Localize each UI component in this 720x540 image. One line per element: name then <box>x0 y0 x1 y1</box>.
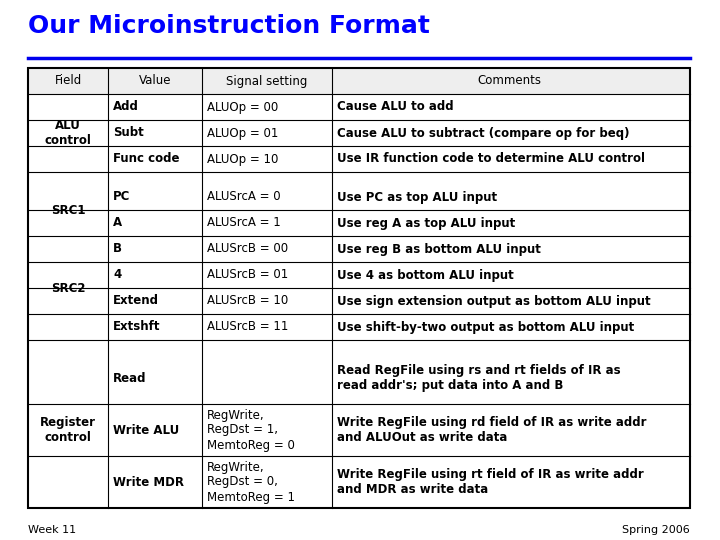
Text: ALU
control: ALU control <box>45 119 91 147</box>
Bar <box>28 68 690 94</box>
Text: Subt: Subt <box>113 126 144 139</box>
Text: Field: Field <box>55 75 81 87</box>
Text: Use PC as top ALU input: Use PC as top ALU input <box>337 191 497 204</box>
Text: Read RegFile using rs and rt fields of IR as
read addr's; put data into A and B: Read RegFile using rs and rt fields of I… <box>337 364 621 392</box>
Text: Extshft: Extshft <box>113 321 161 334</box>
Text: Add: Add <box>113 100 139 113</box>
Text: Write RegFile using rd field of IR as write addr
and ALUOut as write data: Write RegFile using rd field of IR as wr… <box>337 416 647 444</box>
Text: SRC2: SRC2 <box>50 281 85 294</box>
Text: Use reg B as bottom ALU input: Use reg B as bottom ALU input <box>337 242 541 255</box>
Text: ALUSrcB = 10: ALUSrcB = 10 <box>207 294 288 307</box>
Text: PC: PC <box>113 191 130 204</box>
Text: 4: 4 <box>113 268 121 281</box>
Text: A: A <box>113 217 122 230</box>
Text: ALUSrcB = 00: ALUSrcB = 00 <box>207 242 288 255</box>
Text: ALUSrcA = 1: ALUSrcA = 1 <box>207 217 281 230</box>
Text: Func code: Func code <box>113 152 179 165</box>
Text: Use IR function code to determine ALU control: Use IR function code to determine ALU co… <box>337 152 645 165</box>
Text: Comments: Comments <box>477 75 541 87</box>
Text: ALUOp = 10: ALUOp = 10 <box>207 152 279 165</box>
Text: Value: Value <box>139 75 171 87</box>
Text: ALUOp = 00: ALUOp = 00 <box>207 100 278 113</box>
Text: B: B <box>113 242 122 255</box>
Text: Spring 2006: Spring 2006 <box>622 525 690 535</box>
Text: Use sign extension output as bottom ALU input: Use sign extension output as bottom ALU … <box>337 294 651 307</box>
Text: RegWrite,
RegDst = 0,
MemtoReg = 1: RegWrite, RegDst = 0, MemtoReg = 1 <box>207 461 295 503</box>
Text: Use 4 as bottom ALU input: Use 4 as bottom ALU input <box>337 268 514 281</box>
Text: Week 11: Week 11 <box>28 525 76 535</box>
Text: ALUSrcB = 01: ALUSrcB = 01 <box>207 268 288 281</box>
Text: Cause ALU to add: Cause ALU to add <box>337 100 454 113</box>
Text: Signal setting: Signal setting <box>226 75 307 87</box>
Bar <box>28 68 690 508</box>
Text: SRC1: SRC1 <box>50 204 85 217</box>
Text: Read: Read <box>113 372 146 384</box>
Text: RegWrite,
RegDst = 1,
MemtoReg = 0: RegWrite, RegDst = 1, MemtoReg = 0 <box>207 408 295 451</box>
Text: ALUSrcB = 11: ALUSrcB = 11 <box>207 321 289 334</box>
Text: ALUOp = 01: ALUOp = 01 <box>207 126 279 139</box>
Text: Use reg A as top ALU input: Use reg A as top ALU input <box>337 217 516 230</box>
Text: Write RegFile using rt field of IR as write addr
and MDR as write data: Write RegFile using rt field of IR as wr… <box>337 468 644 496</box>
Text: Extend: Extend <box>113 294 159 307</box>
Text: Write MDR: Write MDR <box>113 476 184 489</box>
Text: ALUSrcA = 0: ALUSrcA = 0 <box>207 191 281 204</box>
Text: Cause ALU to subtract (compare op for beq): Cause ALU to subtract (compare op for be… <box>337 126 629 139</box>
Text: Write ALU: Write ALU <box>113 423 179 436</box>
Text: Register
control: Register control <box>40 416 96 444</box>
Text: Our Microinstruction Format: Our Microinstruction Format <box>28 14 430 38</box>
Text: Use shift-by-two output as bottom ALU input: Use shift-by-two output as bottom ALU in… <box>337 321 634 334</box>
